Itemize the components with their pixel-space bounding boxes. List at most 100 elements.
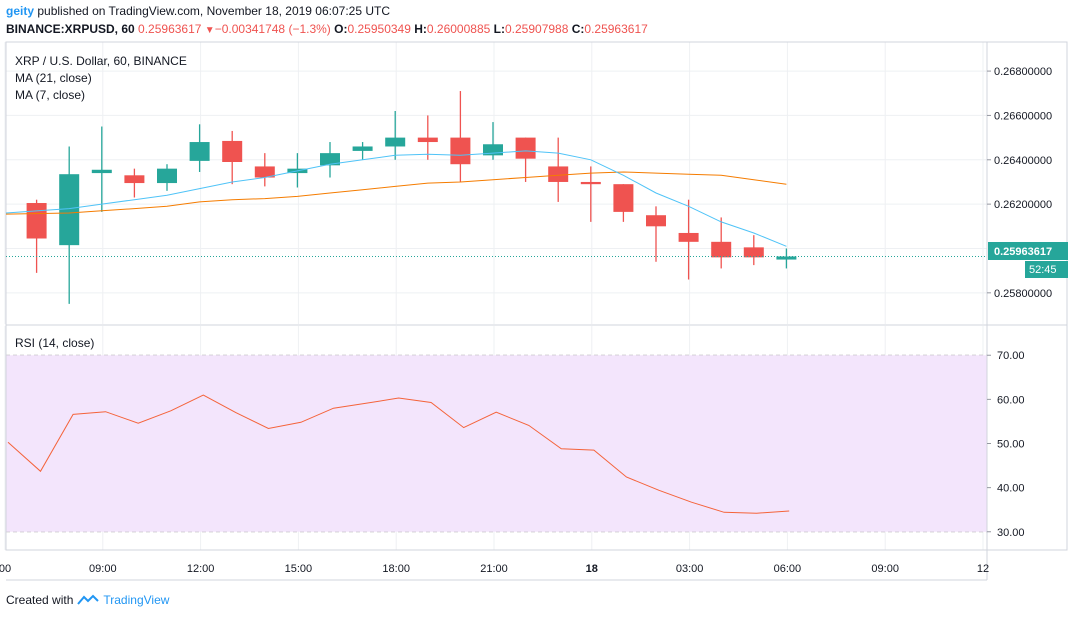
price-tag-value: 0.25963617 [994,246,1052,258]
publish-info: geity published on TradingView.com, Nove… [6,4,390,18]
rsi-legend: RSI (14, close) [15,336,94,350]
candle [26,199,47,273]
candle-body [548,166,569,182]
rsi-tick-label: 30.00 [997,527,1025,539]
price-axis[interactable]: 0.26800000 0.26600000 0.26400000 0.26200000… [987,66,1052,300]
candle [157,164,177,191]
time-tick-label: 21:00 [480,563,508,575]
candle-body [580,181,601,185]
symbol-label: BINANCE:XRPUSD, 60 [6,22,135,36]
ma7-line [5,150,787,247]
down-arrow-icon: ▼ [204,25,215,36]
candle-body [254,166,275,178]
candle-body [678,232,699,242]
time-tick-label: 09:00 [871,563,899,575]
outer-frame [5,41,1068,551]
candle-body [124,175,145,184]
time-tick-label: 12:00 [187,563,215,575]
time-axis[interactable]: 00 09:00 12:00 15:00 18:00 21:00 18 03:00 06:00 0… [0,563,989,575]
candles[interactable] [26,91,797,304]
price-tick-label: 0.26200000 [994,199,1052,211]
candle [254,153,275,187]
candle-body [157,168,177,184]
candle [548,137,569,202]
candle [743,235,764,266]
tradingview-link[interactable]: TradingView [103,593,170,607]
candle [124,168,145,198]
time-tick-label: 12 [977,563,989,575]
candle [222,130,243,185]
candle [580,166,601,222]
rsi-tick-label: 50.00 [997,439,1025,451]
close-value: 0.25963617 [584,22,648,36]
candle-body [646,215,666,227]
candle-body [59,174,80,246]
candle-body [450,137,471,165]
open-value: 0.25950349 [347,22,411,36]
candle-body [743,247,764,258]
time-tick-label: 00 [0,563,11,575]
footer: Created with TradingView [6,593,169,607]
publish-text: published on TradingView.com, November 1… [37,4,391,18]
candle-body [417,137,438,143]
price-tick-label: 0.26600000 [994,110,1052,122]
candle [776,248,797,269]
ma21-line [5,171,787,215]
time-tick-label: 06:00 [774,563,802,575]
candle [59,146,80,304]
rsi-tick-label: 60.00 [997,394,1025,406]
time-tick-label: 18:00 [382,563,410,575]
price-tick-label: 0.25800000 [994,288,1052,300]
time-tick-label: 09:00 [89,563,117,575]
candle-body [352,146,373,151]
candle [352,142,373,160]
time-tick-label: 15:00 [285,563,313,575]
countdown: 52:45 [1029,264,1057,276]
price-tag: 0.25963617 52:45 [988,242,1068,278]
ohlc-header: BINANCE:XRPUSD, 60 0.25963617 ▼−0.003417… [6,22,648,36]
candle-body [222,140,243,162]
candle-body [189,142,210,161]
high-label: H: [414,22,427,36]
candle [189,124,210,172]
time-tick-label: 18 [586,563,598,575]
candle [711,217,732,269]
candle [450,91,471,182]
candle-body [385,137,406,147]
created-with: Created with [6,593,74,607]
low-value: 0.25907988 [504,22,569,36]
rsi-band [6,355,987,532]
candle-body [776,256,797,260]
chart-title: XRP / U.S. Dollar, 60, BINANCE [15,54,187,68]
open-label: O: [334,22,348,36]
candle-body [711,241,732,258]
price-tick-label: 0.26400000 [994,155,1052,167]
candle [287,153,308,188]
author-name[interactable]: geity [6,4,35,18]
candle-body [91,169,112,174]
candle-body [613,184,634,212]
high-value: 0.26000885 [426,22,491,36]
low-label: L: [493,22,505,36]
candle [417,115,438,160]
close-label: C: [571,22,585,36]
last-price: 0.25963617 [138,22,202,36]
rsi-tick-label: 40.00 [997,483,1025,495]
candle-body [483,144,503,156]
candle-body [320,153,340,166]
candle [483,122,503,160]
rsi-axis[interactable]: 70.00 60.00 50.00 40.00 30.00 [987,350,1025,539]
ma21-legend: MA (21, close) [15,71,92,85]
candle [385,111,406,160]
candle [91,126,112,212]
candle [678,199,699,280]
rsi-line [7,394,790,514]
price-change: −0.00341748 (−1.3%) [214,22,331,36]
candle [646,206,666,262]
candle [320,142,340,178]
candle-body [515,137,536,159]
rsi-tick-label: 70.00 [997,350,1025,362]
candle [613,184,634,222]
price-tick-label: 0.26800000 [994,66,1052,78]
